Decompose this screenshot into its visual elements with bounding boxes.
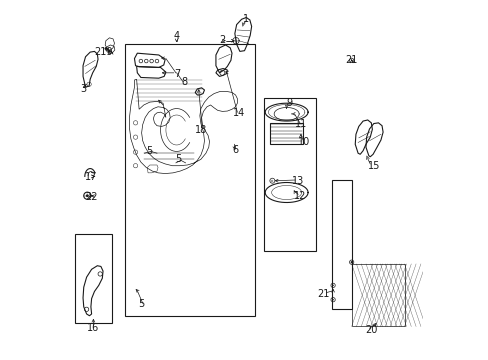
Text: 20: 20 [365, 325, 377, 335]
Text: 7: 7 [174, 68, 180, 78]
Text: 11: 11 [294, 119, 306, 129]
Bar [351, 264, 404, 327]
Text: 5: 5 [138, 299, 144, 309]
Text: 10: 10 [298, 137, 310, 147]
Text: 14: 14 [233, 108, 245, 118]
Text: 4: 4 [173, 31, 179, 41]
Text: 5: 5 [146, 146, 152, 156]
Bar [75, 234, 112, 323]
Circle shape [104, 47, 107, 50]
Circle shape [332, 285, 333, 286]
Text: 219: 219 [94, 47, 112, 57]
Bar [269, 123, 303, 144]
Text: 2: 2 [219, 35, 225, 45]
Text: 17: 17 [85, 172, 98, 182]
Circle shape [350, 60, 352, 61]
Text: 16: 16 [87, 323, 100, 333]
Bar [331, 180, 351, 309]
Text: 1: 1 [243, 14, 249, 23]
Text: 15: 15 [367, 161, 379, 171]
Bar [124, 44, 255, 316]
Text: 21: 21 [345, 55, 357, 65]
Text: 18: 18 [194, 125, 206, 135]
Text: 8: 8 [181, 77, 187, 87]
Text: 3: 3 [81, 84, 87, 94]
Circle shape [332, 299, 333, 300]
Text: 13: 13 [291, 176, 304, 186]
Text: 9: 9 [286, 98, 292, 108]
Circle shape [350, 261, 352, 263]
Text: 22: 22 [85, 192, 98, 202]
Circle shape [86, 194, 88, 197]
Circle shape [108, 50, 111, 53]
Text: 12: 12 [293, 191, 305, 201]
Text: 21: 21 [317, 289, 329, 299]
Bar [264, 98, 315, 251]
Text: 5: 5 [175, 154, 181, 164]
Text: 6: 6 [232, 145, 239, 155]
